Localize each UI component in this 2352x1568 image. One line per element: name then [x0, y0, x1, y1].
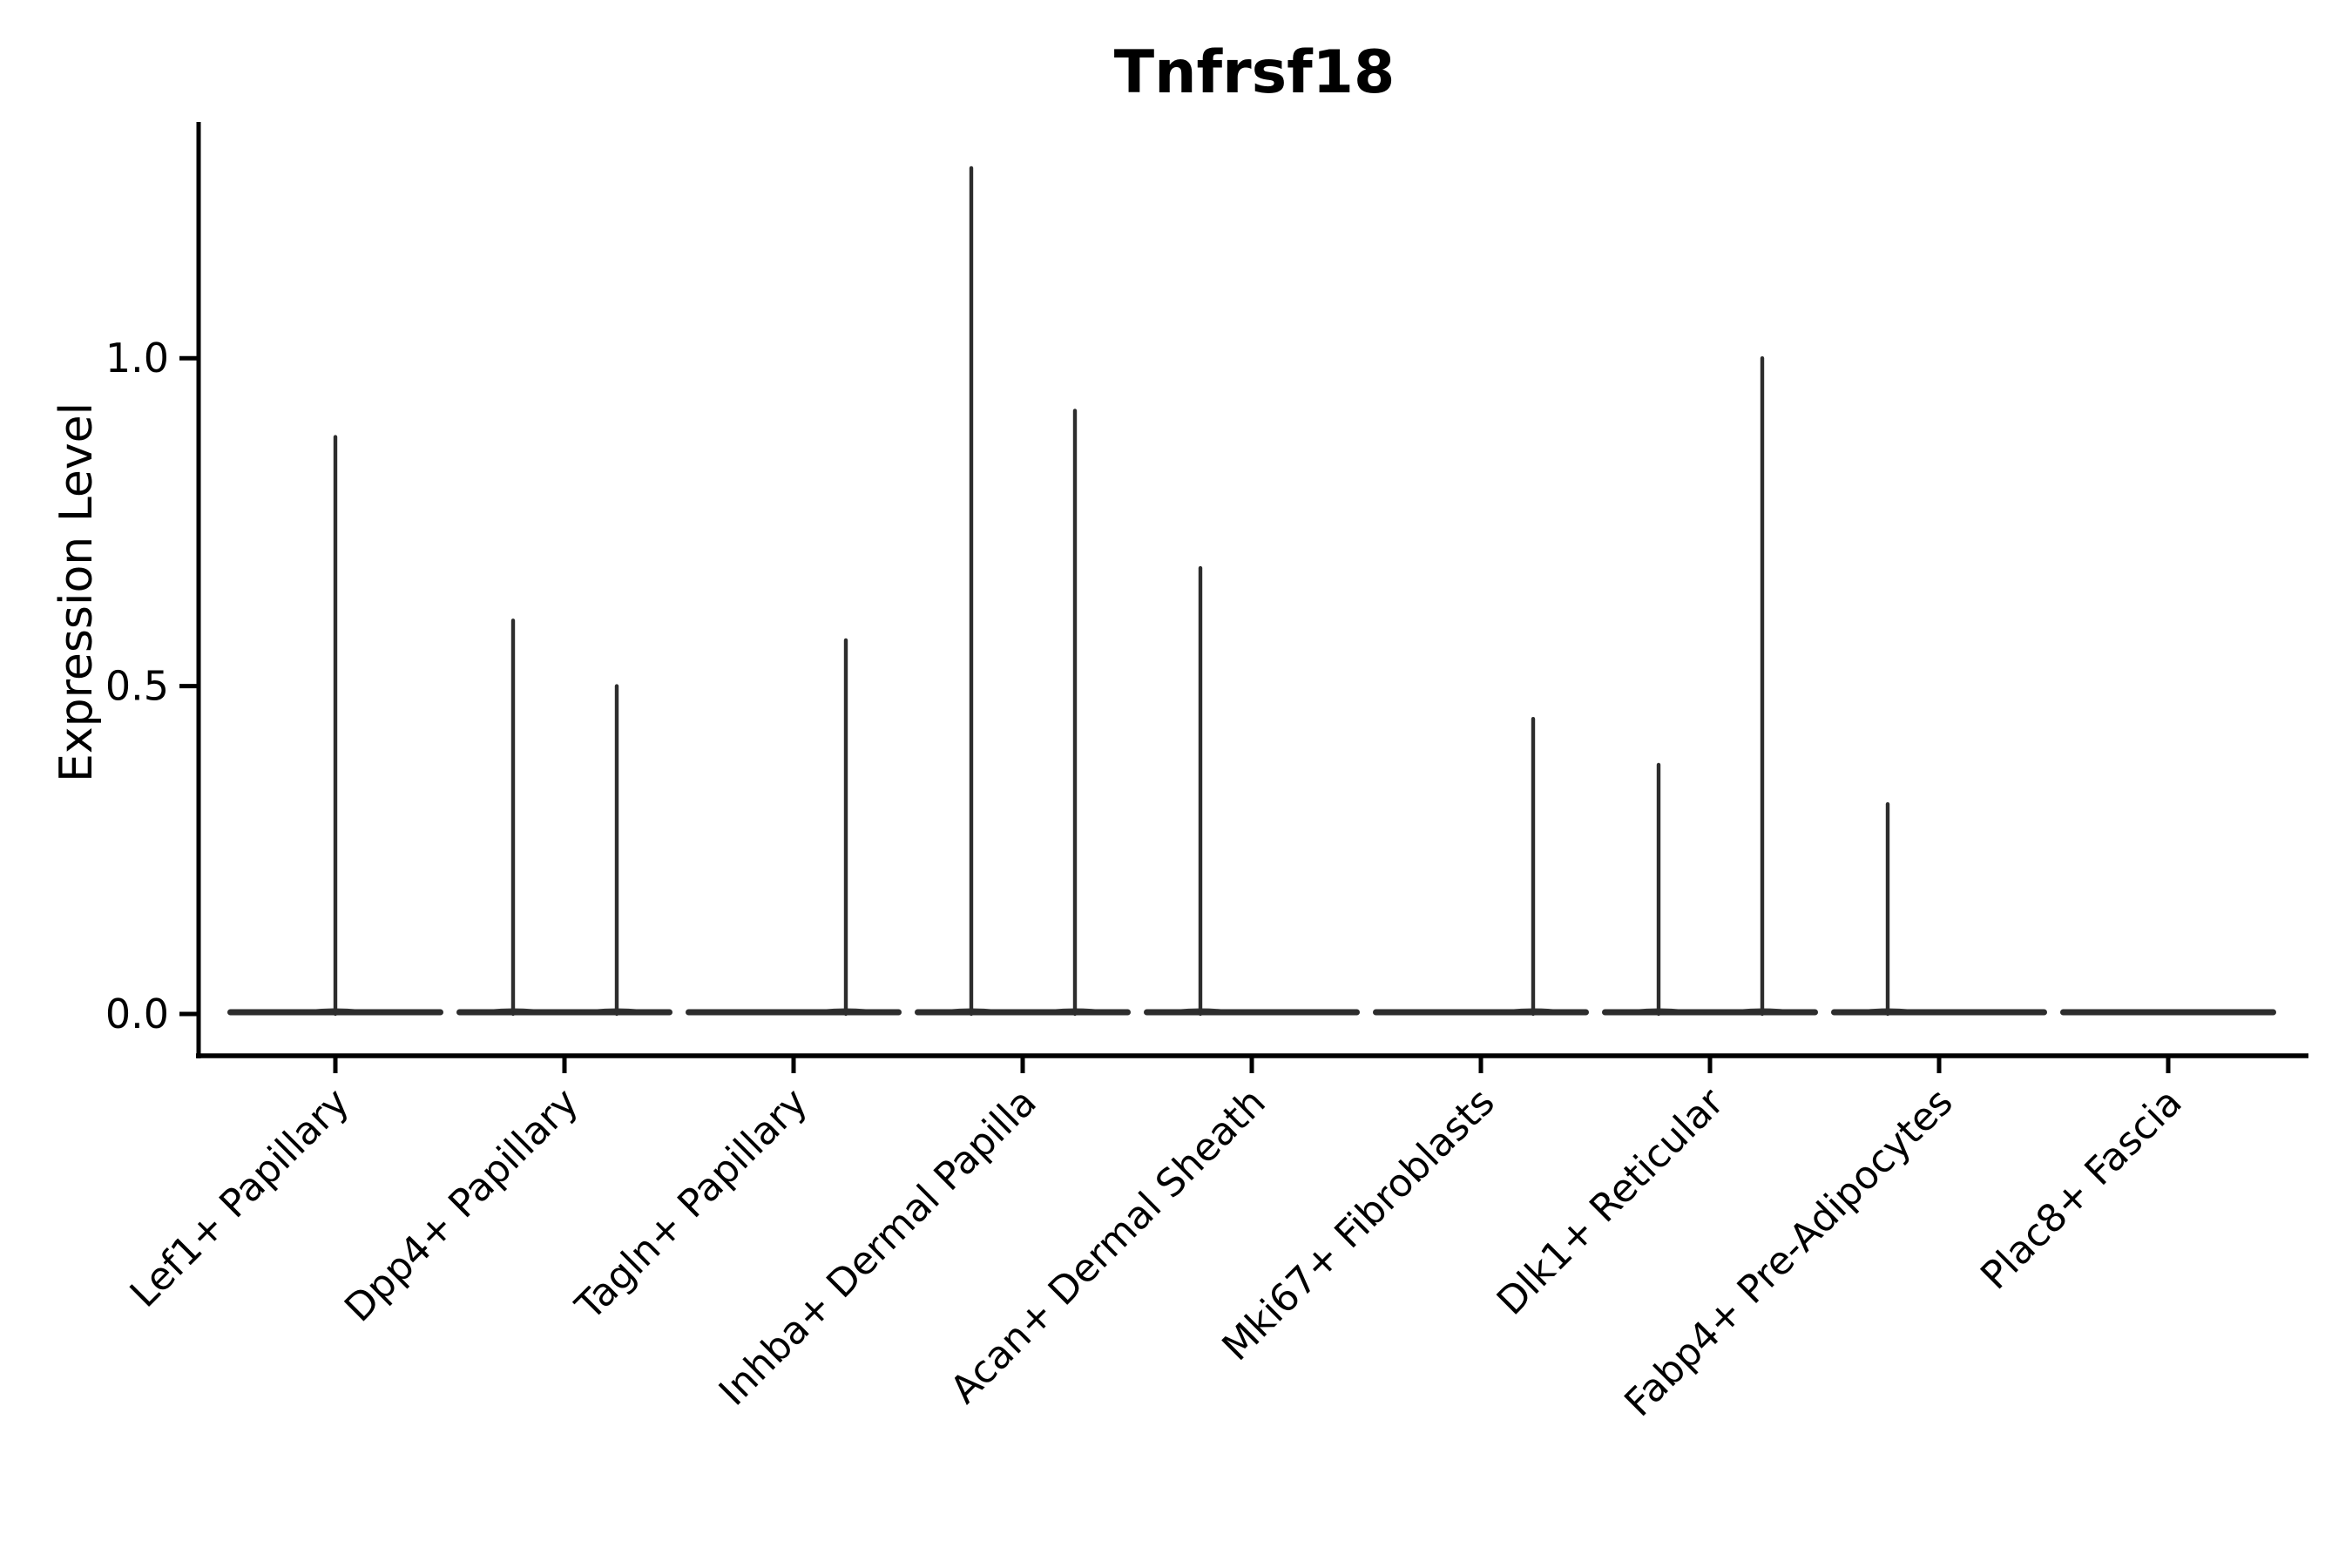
y-tick-label: 0.0	[105, 990, 169, 1037]
chart-title: Tnfrsf18	[1114, 38, 1396, 107]
x-tick-label: Lef1+ Papillary	[122, 1080, 358, 1316]
x-tick-label: Dpp4+ Papillary	[336, 1080, 587, 1331]
violins-layer	[227, 166, 2276, 1017]
x-tick-label: Plac8+ Fascia	[1972, 1080, 2191, 1299]
y-ticks-layer: 0.0 0.5 1.0	[105, 335, 199, 1037]
y-tick-label: 1.0	[105, 335, 169, 382]
y-axis-label: Expression Level	[51, 402, 103, 782]
x-tick-label: Tagln+ Papillary	[567, 1080, 816, 1329]
y-tick-label: 0.5	[105, 663, 169, 710]
x-tick-label: Dlk1+ Reticular	[1489, 1079, 1734, 1324]
